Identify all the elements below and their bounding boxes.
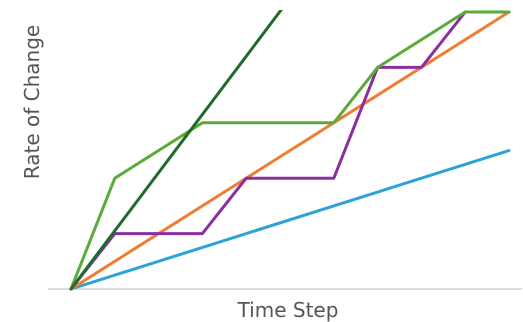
y-axis-label: Rate of Change xyxy=(20,25,44,179)
series-line-3 xyxy=(69,10,511,291)
series-line-1 xyxy=(69,149,511,291)
x-axis-label: Time Step xyxy=(237,298,339,322)
series-line-2 xyxy=(69,10,511,291)
series-group xyxy=(69,10,511,291)
series-line-5 xyxy=(69,10,283,291)
series-line-4 xyxy=(69,10,511,291)
